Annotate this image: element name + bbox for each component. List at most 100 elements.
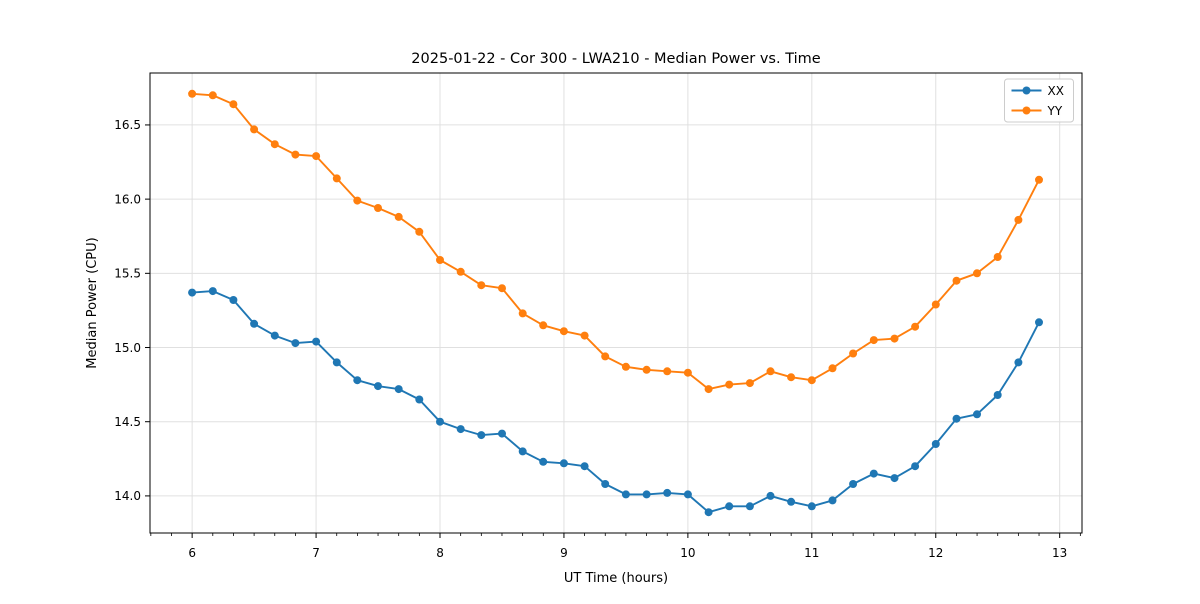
x-tick-label: 10 [680,546,695,560]
series-XX-marker [642,490,651,499]
series-XX-marker [580,462,589,471]
series-XX-marker [498,429,506,438]
series-YY-marker [787,373,796,382]
series-XX-marker [993,391,1002,399]
x-tick-label: 13 [1052,546,1067,560]
series-XX-marker [973,410,981,419]
legend-XX-label: XX [1048,84,1064,98]
legend-layer: XX YY [1004,78,1074,123]
series-XX-marker [208,287,217,296]
series-XX-marker [312,337,321,346]
series-YY-marker [952,276,961,285]
series-YY-marker [250,125,259,134]
axes-layer: 6 7 8 9 10 11 12 13 14.0 14.5 15.0 15.5 16.0 16.5 [114,72,1083,560]
series-XX-marker [229,296,238,304]
series-XX-marker [1014,358,1023,367]
series-YY-marker [745,379,754,388]
x-tick-label: 11 [804,546,819,560]
series-YY-marker [374,204,382,212]
series-XX-marker [745,502,754,511]
series-XX-marker [849,480,858,488]
series-XX-marker [704,508,713,517]
series-XX-marker [291,339,300,348]
series-XX-marker [828,496,837,505]
series-XX-marker [911,462,920,471]
series-XX-marker [188,288,197,297]
series-YY-marker [539,321,548,330]
series-XX-marker [725,502,734,511]
series-YY-marker [663,367,672,376]
y-axis-label: Median Power (CPU) [85,237,100,368]
series-YY-marker [394,212,403,221]
y-tick-label: 15.0 [114,341,141,355]
series-XX-marker [952,414,961,423]
series-YY-marker [498,284,506,293]
x-tick-label: 7 [312,546,320,560]
series-XX-marker [270,331,279,340]
series-YY-marker [890,334,899,343]
series-XX-marker [766,491,775,500]
series-XX-marker [931,440,940,448]
series-YY-marker [973,269,981,278]
series-YY-marker [807,376,816,385]
series-YY-marker [270,140,279,149]
y-tick-label: 14.0 [114,489,141,503]
series-YY-marker [725,380,734,389]
legend-XX-marker-sample [1022,86,1031,95]
series-YY-marker [911,322,920,331]
series-XX-marker [807,502,816,511]
series-YY-marker [1014,215,1023,224]
series-layer [188,89,1043,517]
series-YY-marker [229,100,238,109]
series-XX-marker [353,376,362,385]
series-YY-marker [869,336,878,345]
x-axis-label: UT Time (hours) [564,571,668,586]
series-YY-marker [683,368,692,377]
series-YY-marker [621,362,630,371]
series-YY-marker [1035,175,1043,184]
series-YY-marker [291,150,300,159]
series-XX-marker [559,459,568,468]
series-XX-marker [250,319,259,328]
x-tick-label: 8 [436,546,444,560]
series-YY-marker [415,227,424,236]
series-XX-marker [869,469,878,478]
series-XX-marker [601,480,610,488]
series-YY-marker [477,281,486,290]
series-XX-marker [621,490,630,499]
series-XX-marker [787,497,796,506]
series-YY-marker [188,89,197,98]
series-YY-marker [993,253,1002,261]
series-XX-marker [890,474,899,483]
chart-title: 2025-01-22 - Cor 300 - LWA210 - Median P… [411,51,820,67]
series-XX-marker [415,395,424,404]
x-tick-label: 9 [560,546,568,560]
series-XX-marker [683,490,692,499]
series-YY-marker [332,174,341,183]
grid-layer [150,73,1082,533]
series-XX-marker [394,385,403,394]
series-YY-marker [704,385,713,394]
series-YY-marker [849,349,858,358]
series-YY-marker [828,364,837,373]
y-tick-label: 16.5 [114,118,141,132]
series-XX-marker [456,425,465,434]
series-YY-marker [518,309,527,318]
y-tick-label: 15.5 [114,267,141,281]
series-YY-marker [931,300,940,309]
legend-YY-marker-sample [1022,106,1031,115]
series-YY-marker [208,91,217,100]
series-XX-marker [374,382,382,391]
series-YY-marker [601,352,610,361]
y-tick-label: 14.5 [114,415,141,429]
series-YY-marker [436,256,444,264]
series-YY-marker [559,327,568,336]
series-YY-marker [353,196,362,205]
series-YY-marker [766,367,775,376]
series-XX-marker [1035,318,1043,327]
series-XX-marker [539,457,548,466]
series-XX-marker [436,417,444,426]
series-XX-marker [663,488,672,497]
